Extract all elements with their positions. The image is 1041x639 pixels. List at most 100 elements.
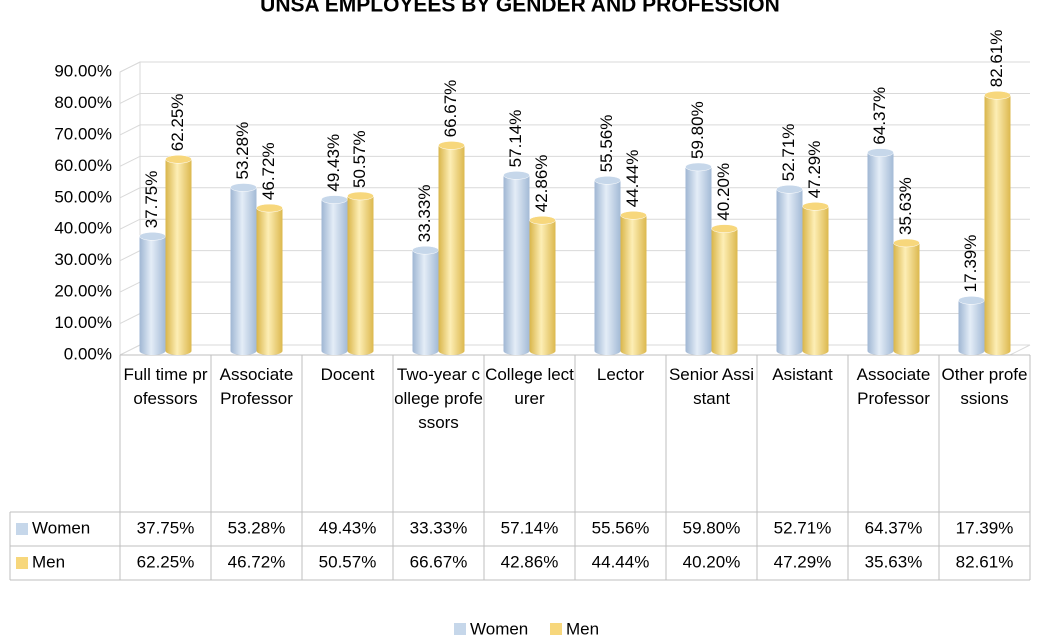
category-cell: College lecturer [485,365,574,408]
table-value: 49.43% [319,518,377,537]
bar-base [711,347,738,355]
bar [503,171,530,355]
y-tick-label: 70.00% [54,124,112,143]
bar-top [503,171,530,180]
table-value: 35.63% [865,552,923,571]
bar-top [347,191,374,201]
category-cell: Full time professors [123,365,208,408]
bar-top [893,238,920,248]
data-label: 52.71% [779,124,798,182]
category-cell: Senior Assistant [668,365,755,408]
data-label: 37.75% [142,171,161,229]
table-value: 82.61% [956,552,1014,571]
table-value: 55.56% [592,518,650,537]
bar-body [321,199,348,351]
table-value: 50.57% [319,552,377,571]
bar [685,162,712,355]
bar-body [620,215,647,351]
back-wall [119,61,141,356]
bar [347,191,374,355]
table-value: 57.14% [501,518,559,537]
bar-base [867,347,894,355]
bar-base [347,347,374,355]
grid-line [119,155,1030,167]
bar-body [529,220,556,351]
data-label: 59.80% [688,101,707,159]
category-cell: Asistant [772,365,833,384]
bar [620,211,647,355]
chart-title: UNSA EMPLOYEES BY GENDER AND PROFESSION [260,0,780,17]
data-label: 17.39% [961,235,980,293]
bar-top [438,141,465,150]
bar [321,195,348,355]
bar-base [503,347,530,355]
legend-swatch [16,523,28,535]
legend-label: Women [470,619,528,638]
bar [230,183,257,355]
data-label: 35.63% [896,177,915,235]
grid-line [119,218,1030,230]
x-tick-label: Other professions [941,365,1028,408]
bar-base [230,347,257,355]
x-tick-label: Two-year college professors [394,365,483,432]
x-tick-label: Asistant [772,365,833,384]
data-label: 33.33% [415,185,434,243]
category-cell: Lector [597,365,644,384]
data-label: 57.14% [506,110,525,168]
table-value: 37.75% [137,518,195,537]
bar-top [139,232,166,241]
x-tick-label: Senior Assistant [668,365,755,408]
table-value: 59.80% [683,518,741,537]
bar-base [256,347,283,355]
bar [802,202,829,355]
x-tick-label: College lecturer [485,365,574,408]
x-tick-label: Full time professors [123,365,208,408]
table-value: 17.39% [956,518,1014,537]
bar [139,232,166,355]
bar-base [620,347,647,355]
bar [958,296,985,355]
data-label: 47.29% [805,141,824,199]
bar-base [139,347,166,355]
bar-top [412,245,439,255]
bar-body [711,228,738,351]
bar [438,141,465,355]
bar [165,155,192,355]
y-tick-label: 40.00% [54,219,112,238]
data-label: 44.44% [623,150,642,208]
bar-body [256,208,283,351]
legend-swatch [550,623,562,635]
x-tick-label: Associate Professor [856,365,931,408]
table-series-name: Women [32,518,90,537]
bar-base [776,347,803,355]
bar-body [685,166,712,351]
bar-body [230,187,257,351]
table-value: 64.37% [865,518,923,537]
bar-body [984,95,1011,351]
data-label: 46.72% [259,142,278,200]
bar-body [802,206,829,351]
bar-body [139,236,166,351]
bar-top [321,195,348,204]
bar-top [620,211,647,220]
bar-body [776,189,803,351]
bar-body [503,175,530,351]
legend-swatch [454,623,466,635]
legend-label: Men [566,619,599,638]
bar-top [256,203,283,213]
grid-line [119,61,1030,73]
category-cell: Associate Professor [856,365,931,408]
bar-top [776,185,803,194]
data-label: 50.57% [350,130,369,188]
table-value: 62.25% [137,552,195,571]
bar-base [321,347,348,355]
bar [594,176,621,355]
table-value: 46.72% [228,552,286,571]
data-label: 42.86% [532,155,551,213]
category-cell: Docent [321,365,375,384]
bar-body [958,300,985,351]
bar-body [165,159,192,351]
bar-base [529,347,556,355]
bar-top [867,148,894,157]
bar-base [165,347,192,355]
